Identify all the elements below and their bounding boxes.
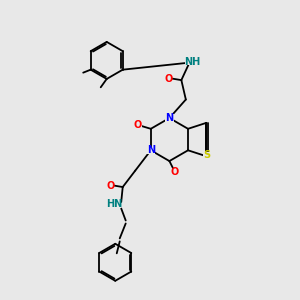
FancyBboxPatch shape (203, 152, 210, 159)
Text: N: N (147, 145, 155, 155)
Text: O: O (106, 181, 114, 190)
Text: S: S (203, 150, 210, 160)
Text: O: O (134, 120, 142, 130)
FancyBboxPatch shape (108, 200, 121, 208)
FancyBboxPatch shape (134, 122, 142, 128)
FancyBboxPatch shape (165, 75, 172, 82)
Text: N: N (165, 113, 173, 123)
Text: O: O (171, 167, 179, 177)
FancyBboxPatch shape (185, 58, 198, 65)
FancyBboxPatch shape (146, 147, 155, 154)
FancyBboxPatch shape (165, 115, 174, 122)
FancyBboxPatch shape (171, 169, 178, 176)
FancyBboxPatch shape (106, 182, 114, 189)
Text: O: O (165, 74, 173, 84)
Text: HN: HN (106, 199, 123, 209)
Text: NH: NH (184, 57, 200, 67)
